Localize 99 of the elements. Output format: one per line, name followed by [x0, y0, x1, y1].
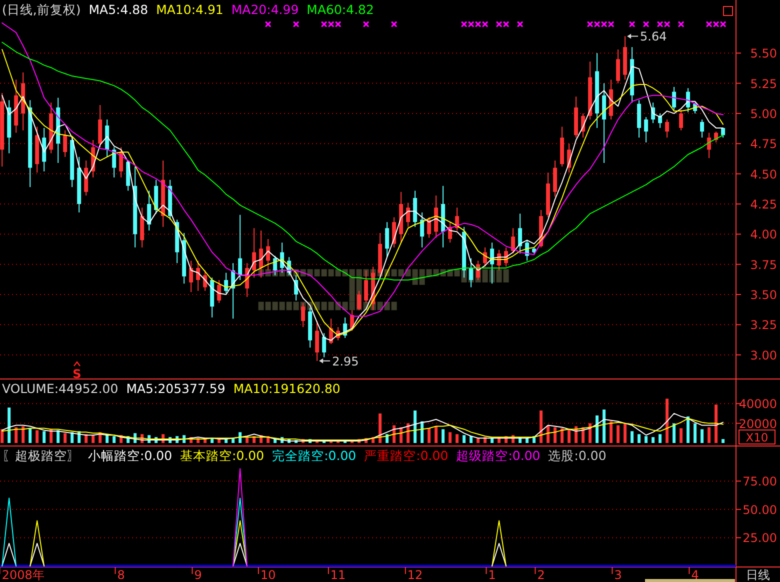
bar — [568, 429, 571, 443]
text: MA10:191620.80 — [233, 381, 340, 396]
bar — [714, 404, 718, 443]
bar — [56, 430, 60, 443]
bar — [686, 416, 690, 443]
bar — [414, 410, 417, 443]
y-tick-label: 4.00 — [750, 228, 777, 242]
bar — [476, 438, 480, 443]
bar — [644, 436, 648, 443]
x-tick-label: 8 — [117, 568, 125, 582]
bar — [22, 426, 25, 443]
text: MA5:4.88 — [88, 2, 148, 17]
x-tick-label: 2 — [537, 568, 545, 582]
bar — [540, 410, 543, 443]
y-tick-label: 3.00 — [750, 348, 777, 362]
bar — [14, 427, 18, 443]
bar — [462, 435, 466, 443]
x-tick-label: 9 — [194, 568, 202, 582]
bar — [490, 438, 494, 443]
text: 完全踏空:0.00 — [272, 448, 356, 463]
line-series — [2, 418, 724, 441]
bar — [428, 428, 431, 443]
line-series — [2, 42, 724, 281]
y-tick-label: 3.25 — [750, 318, 777, 332]
y-tick-label: 3.75 — [750, 258, 777, 272]
bar — [652, 437, 655, 443]
text: MA10:4.91 — [156, 2, 224, 17]
x-tick-label: 2008年 — [2, 568, 44, 582]
annotation: 5.64 — [640, 30, 667, 44]
bar — [0, 429, 4, 443]
bar — [470, 436, 473, 443]
bar — [554, 427, 557, 443]
bar — [666, 398, 669, 443]
annotation: S — [72, 367, 82, 381]
bar — [112, 436, 116, 443]
bar — [92, 435, 95, 443]
y-tick-label: 4.25 — [750, 197, 777, 212]
bar — [378, 413, 382, 443]
x-tick-label: 12 — [407, 568, 423, 582]
y-tick-label: 25.00 — [742, 531, 777, 546]
x-tick-label: 3 — [614, 568, 622, 582]
bar — [246, 437, 249, 443]
x-tick-label: 11 — [330, 568, 346, 582]
y-tick-label: 40000 — [738, 397, 777, 412]
y-tick-label: 5.50 — [750, 46, 777, 61]
bar — [238, 432, 242, 443]
chart-title: 〖超极踏空〗 — [2, 448, 80, 463]
bar — [442, 429, 445, 443]
y-tick-label: 50.00 — [742, 502, 777, 517]
bar — [602, 410, 606, 443]
chart-title: VOLUME:44952.00 — [2, 381, 118, 396]
text: MA20:4.99 — [231, 2, 299, 17]
bar — [64, 433, 67, 443]
bar — [638, 434, 641, 443]
bar — [616, 425, 620, 443]
bar — [36, 430, 39, 443]
bar — [456, 434, 459, 443]
text: 超级踏空:0.00 — [456, 448, 540, 463]
bar — [610, 421, 613, 443]
bar — [624, 423, 627, 443]
bar — [560, 428, 564, 443]
legend-label: 严重踏空:0.00 — [364, 448, 448, 463]
line-series — [2, 412, 724, 442]
y-axis-title: X10 — [746, 430, 768, 444]
x-tick-label: 4 — [691, 568, 699, 582]
bar — [448, 432, 452, 443]
text: MA60:4.82 — [306, 2, 374, 17]
bar — [672, 423, 676, 443]
y-tick-label: 4.75 — [750, 137, 777, 152]
bar — [8, 408, 11, 443]
bar — [630, 431, 634, 443]
y-tick-label: 4.50 — [750, 167, 777, 182]
bar — [526, 438, 529, 443]
bar — [722, 439, 725, 443]
y-tick-label: 3.50 — [750, 288, 777, 302]
text: 小幅踏空:0.00 — [88, 448, 172, 463]
bar — [700, 429, 704, 443]
bar — [420, 421, 424, 443]
bar — [658, 434, 662, 443]
y-tick-label: 5.25 — [750, 76, 777, 91]
x-axis-title: 日线 — [746, 568, 770, 582]
y-tick-label: 20000 — [738, 416, 777, 431]
chart-title: (日线,前复权) — [2, 2, 81, 17]
y-tick-label: 5.00 — [750, 106, 777, 121]
bar — [680, 428, 683, 443]
legend-label: 选股:0.00 — [548, 448, 606, 463]
bar — [70, 432, 74, 443]
bar — [596, 415, 599, 443]
bar — [694, 423, 697, 443]
bar — [434, 426, 438, 443]
bar — [28, 428, 32, 443]
y-tick-label: 75.00 — [742, 474, 777, 489]
x-tick-label: 1 — [488, 568, 496, 582]
bar — [42, 431, 46, 443]
text: MA5:205377.59 — [126, 381, 226, 396]
bar — [708, 427, 711, 443]
x-tick-label: 10 — [260, 568, 276, 582]
text: 基本踏空:0.00 — [180, 448, 264, 463]
annotation: 2.95 — [332, 354, 359, 368]
